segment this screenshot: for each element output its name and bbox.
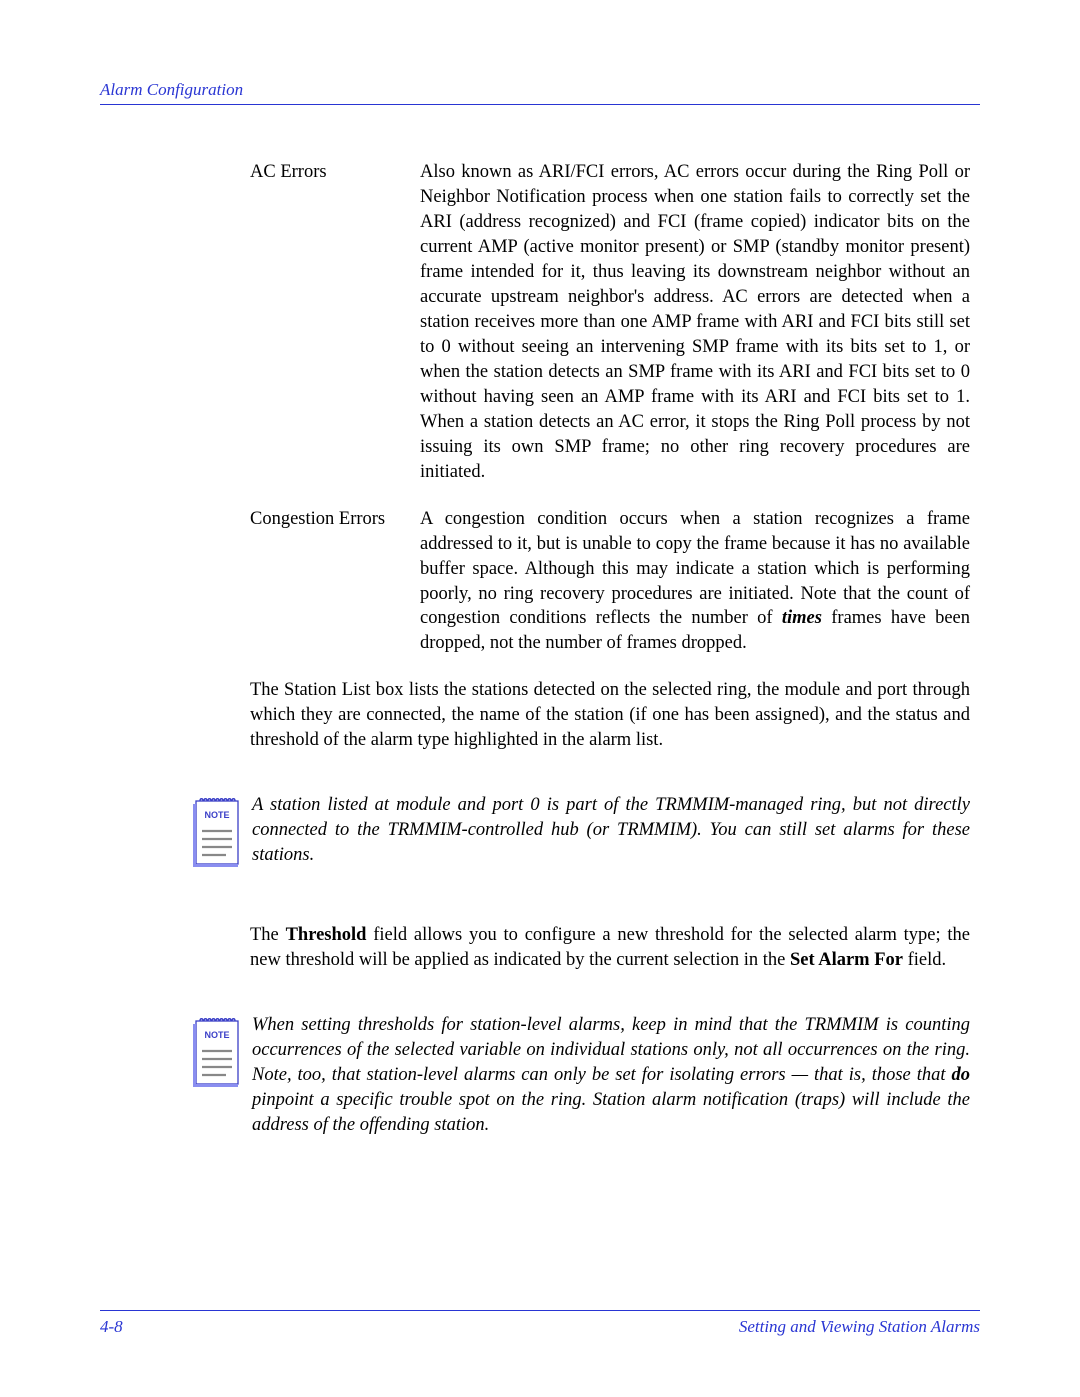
para2-pre: The <box>250 925 286 945</box>
page-footer: 4-8 Setting and Viewing Station Alarms <box>100 1310 980 1337</box>
definition-body: Also known as ARI/FCI errors, AC errors … <box>420 160 970 485</box>
note-label: NOTE <box>204 1030 229 1040</box>
note-text: A station listed at module and port 0 is… <box>252 793 970 868</box>
definition-list: AC Errors Also known as ARI/FCI errors, … <box>250 160 970 656</box>
para2-bold2: Set Alarm For <box>790 950 903 970</box>
note-label: NOTE <box>204 810 229 820</box>
definition-body-bold: times <box>782 608 822 628</box>
paragraph: The Station List box lists the stations … <box>250 678 970 753</box>
note-block: NOTE When setting thresholds for station… <box>190 1013 970 1138</box>
header-title: Alarm Configuration <box>100 80 243 99</box>
footer-section-title: Setting and Viewing Station Alarms <box>739 1317 980 1337</box>
note2-pre: When setting thresholds for station-leve… <box>252 1015 970 1085</box>
page-header: Alarm Configuration <box>100 80 980 105</box>
definition-term: AC Errors <box>250 160 420 485</box>
note2-post: pinpoint a specific trouble spot on the … <box>252 1090 970 1135</box>
note-block: NOTE A station listed at module and port… <box>190 793 970 873</box>
definition-row: Congestion Errors A congestion condition… <box>250 507 970 657</box>
para2-bold1: Threshold <box>286 925 367 945</box>
definition-row: AC Errors Also known as ARI/FCI errors, … <box>250 160 970 485</box>
definition-term: Congestion Errors <box>250 507 420 657</box>
footer-page-number: 4-8 <box>100 1317 123 1337</box>
note2-bold: do <box>952 1065 971 1085</box>
note-text: When setting thresholds for station-leve… <box>252 1013 970 1138</box>
note-icon: NOTE <box>190 793 242 873</box>
note-icon: NOTE <box>190 1013 242 1093</box>
paragraph: The Threshold field allows you to config… <box>250 923 970 973</box>
para2-post: field. <box>903 950 946 970</box>
definition-body: A congestion condition occurs when a sta… <box>420 507 970 657</box>
